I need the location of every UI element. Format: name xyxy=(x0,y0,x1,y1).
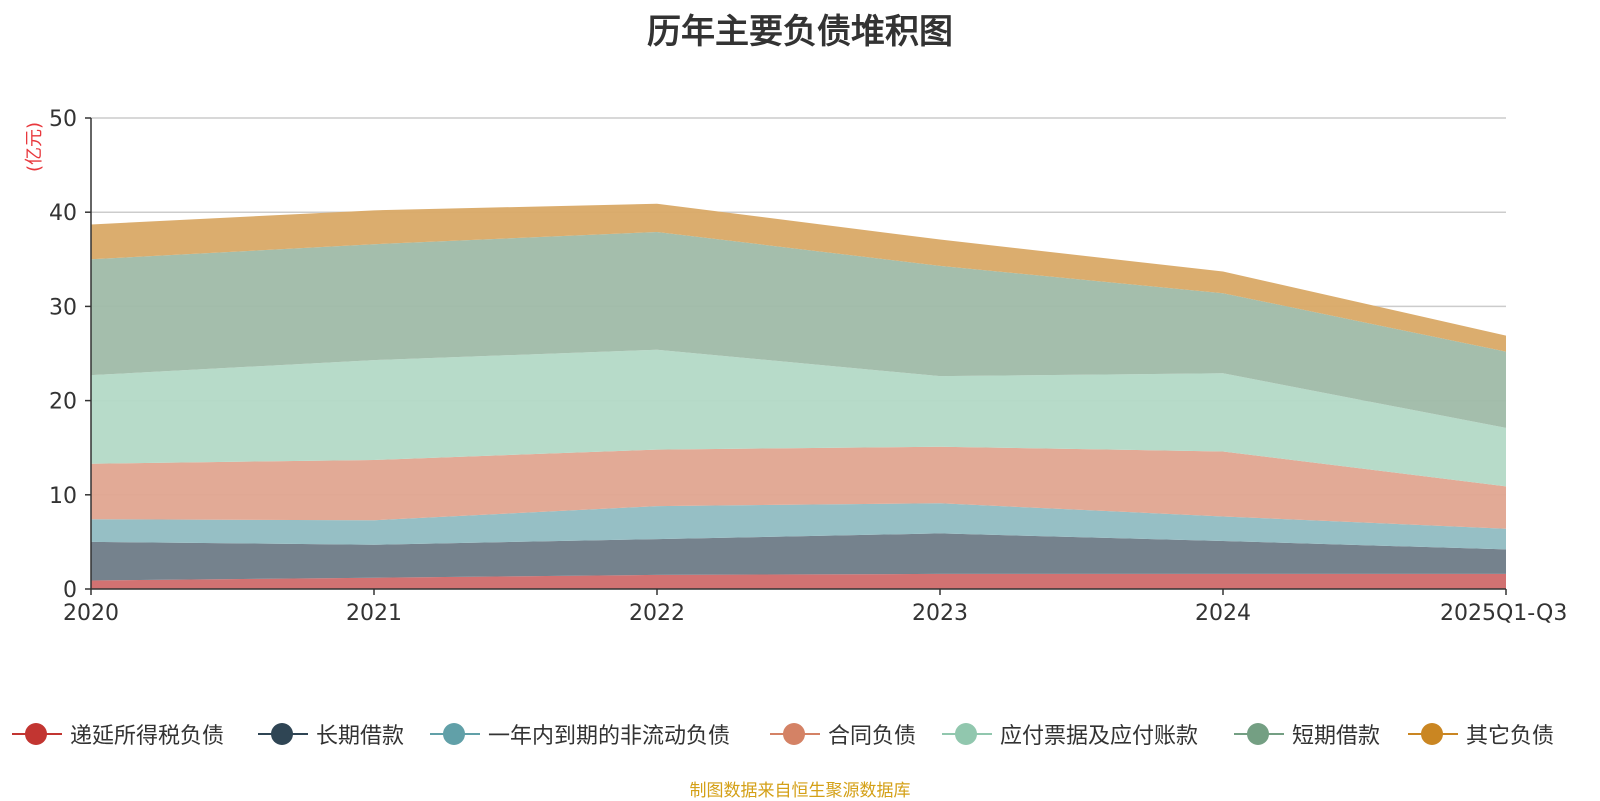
legend-item-7[interactable]: 其它负债 xyxy=(1408,716,1554,752)
area-7 xyxy=(91,203,1506,352)
y-tick-label: 40 xyxy=(49,201,77,226)
legend-label: 递延所得税负债 xyxy=(70,724,225,749)
x-tick-label: 2023 xyxy=(912,601,968,626)
legend-item-4[interactable]: 合同负债 xyxy=(770,716,916,752)
legend-marker-icon xyxy=(1234,716,1284,752)
source-note: 制图数据来自恒生聚源数据库 xyxy=(689,781,911,801)
legend-label: 一年内到期的非流动负债 xyxy=(488,724,731,749)
x-tick-label: 2020 xyxy=(63,601,119,626)
legend-item-5[interactable]: 应付票据及应付账款 xyxy=(942,716,1198,752)
legend-marker-icon xyxy=(770,716,820,752)
y-tick-label: 20 xyxy=(49,390,77,415)
legend-marker-icon xyxy=(430,716,480,752)
y-tick-label: 50 xyxy=(49,107,77,132)
legend-label: 合同负债 xyxy=(828,724,917,749)
area-1 xyxy=(91,573,1506,589)
legend-item-6[interactable]: 短期借款 xyxy=(1234,716,1380,752)
x-tick-label: 2024 xyxy=(1195,601,1251,626)
y-tick-label: 30 xyxy=(49,295,77,320)
area-6 xyxy=(91,231,1506,428)
legend-item-2[interactable]: 长期借款 xyxy=(258,716,404,752)
area-3 xyxy=(91,503,1506,550)
legend: 递延所得税负债 长期借款 一年内到期的非流动负债 合同负债 应付票据及应付账款 短期借款 其… xyxy=(0,716,1600,752)
x-tick-label: 2022 xyxy=(629,601,685,626)
legend-marker-icon xyxy=(12,716,62,752)
x-tick-label: 2021 xyxy=(346,601,402,626)
legend-item-1[interactable]: 递延所得税负债 xyxy=(12,716,224,752)
legend-label: 短期借款 xyxy=(1292,724,1381,749)
legend-label: 应付票据及应付账款 xyxy=(1000,724,1199,749)
area-4 xyxy=(91,446,1506,529)
legend-marker-icon xyxy=(258,716,308,752)
legend-marker-icon xyxy=(1408,716,1458,752)
legend-label: 长期借款 xyxy=(316,724,405,749)
y-tick-label: 0 xyxy=(63,578,77,603)
x-tick-label: 2025Q1-Q3 xyxy=(1440,601,1567,626)
legend-marker-icon xyxy=(942,716,992,752)
legend-label: 其它负债 xyxy=(1466,724,1555,749)
legend-item-3[interactable]: 一年内到期的非流动负债 xyxy=(430,716,730,752)
area-2 xyxy=(91,533,1506,581)
chart-title: 历年主要负债堆积图 xyxy=(647,12,953,52)
area-5 xyxy=(91,349,1506,487)
y-tick-label: 10 xyxy=(49,484,77,509)
